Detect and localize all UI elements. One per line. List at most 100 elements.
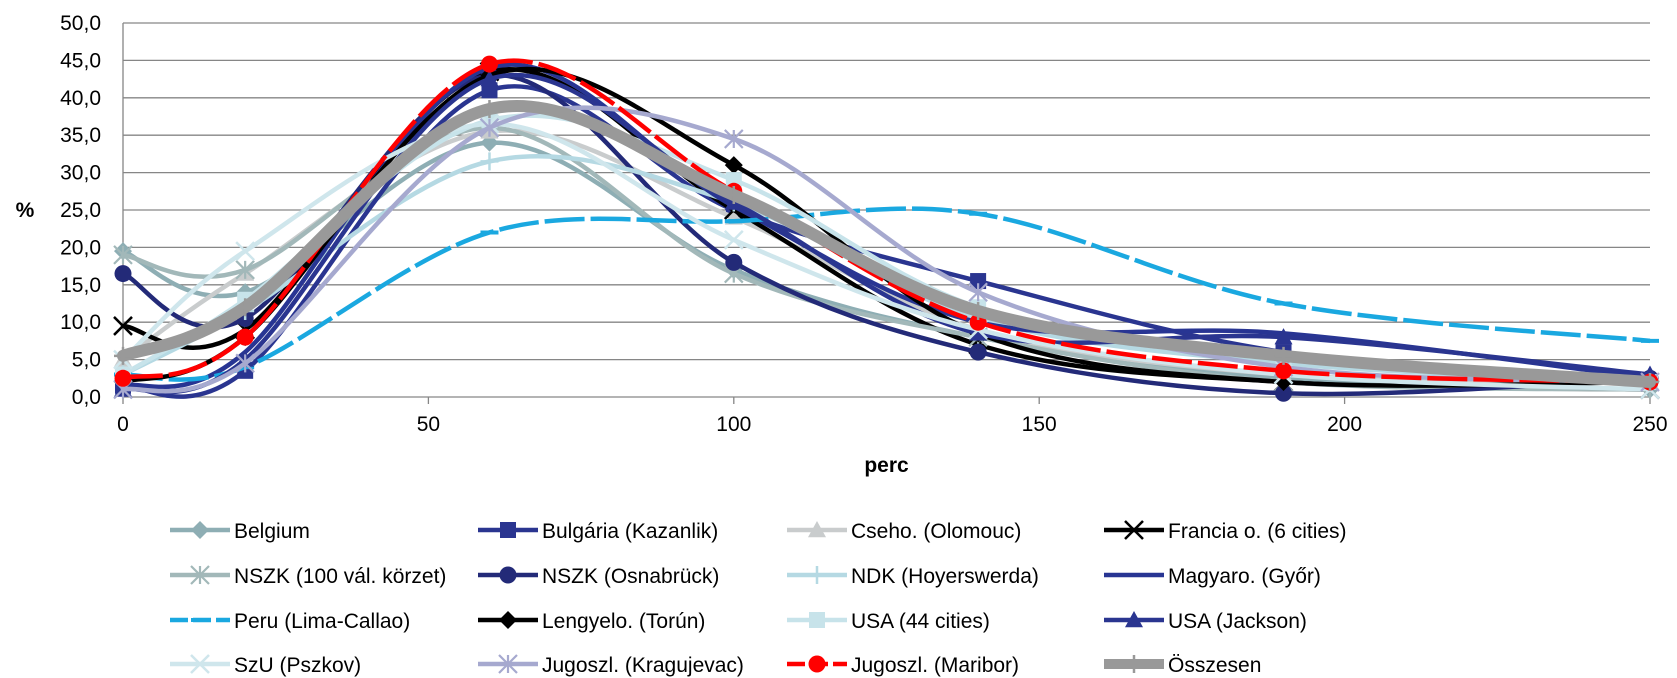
x-tick-label: 150	[1022, 413, 1057, 436]
legend-label: NSZK (Osnabrück)	[542, 565, 719, 588]
data-point	[1274, 346, 1293, 365]
data-point	[113, 316, 133, 336]
data-point	[114, 369, 132, 387]
legend-label: Összesen	[1168, 654, 1261, 677]
y-tick-label: 10,0	[60, 311, 101, 334]
legend-label: Magyaro. (Győr)	[1168, 565, 1321, 588]
series-line	[117, 99, 1656, 389]
y-tick-label: 0,0	[72, 386, 101, 409]
data-point	[114, 346, 132, 365]
y-tick-label: 45,0	[60, 49, 101, 72]
data-point	[968, 282, 988, 303]
legend-item: Peru (Lima-Callao)	[170, 610, 410, 633]
legend-item: Jugoszl. (Maribor)	[787, 654, 1019, 677]
data-point	[114, 265, 132, 283]
axes: perc % 0,0 5,0 10,0 15,0 20,0 25,0 30,0 35,0 40,…	[16, 12, 1668, 477]
legend-item: NSZK (100 vál. körzet)	[170, 565, 446, 588]
x-tick-label: 0	[117, 413, 129, 436]
legend-label: NDK (Hoyerswerda)	[851, 565, 1039, 588]
legend-marker	[500, 522, 516, 538]
legend-label: SzU (Pszkov)	[234, 654, 361, 677]
x-tick-label: 100	[716, 413, 751, 436]
legend-label: Jugoszl. (Maribor)	[851, 654, 1019, 677]
data-point	[1275, 384, 1293, 402]
legend-item: USA (Jackson)	[1104, 610, 1307, 633]
legend-marker	[190, 654, 210, 674]
legend-label: Jugoszl. (Kragujevac)	[542, 654, 744, 677]
legend-marker	[498, 654, 518, 674]
data-point	[724, 129, 744, 149]
legend-item: Belgium	[170, 520, 310, 543]
legend-label: Lengyelo. (Torún)	[542, 610, 705, 633]
series-13	[113, 105, 1660, 400]
legend-label: Belgium	[234, 520, 310, 543]
legend-label: Bulgária (Kazanlik)	[542, 520, 718, 543]
data-point	[480, 152, 499, 171]
data-point	[969, 343, 987, 361]
data-point	[725, 253, 743, 271]
y-tick-label: 50,0	[60, 12, 101, 35]
legend-marker	[1125, 655, 1143, 673]
data-point	[1641, 373, 1659, 392]
data-point	[1275, 362, 1293, 380]
legend-item: USA (44 cities)	[787, 610, 990, 633]
data-point	[724, 156, 743, 175]
series-line	[120, 121, 1653, 392]
x-tick-label: 50	[417, 413, 440, 436]
data-point	[113, 245, 133, 265]
series-7	[120, 62, 1653, 390]
legend-item: Magyaro. (Győr)	[1104, 565, 1321, 588]
legend-marker	[499, 566, 517, 584]
data-point	[969, 301, 988, 320]
legend-item: Cseho. (Olomouc)	[787, 520, 1021, 543]
y-tick-label: 15,0	[60, 274, 101, 297]
legend-marker	[808, 521, 826, 538]
data-point	[723, 230, 744, 250]
legend-item: Lengyelo. (Torún)	[478, 610, 705, 633]
legend-label: Cseho. (Olomouc)	[851, 520, 1021, 543]
data-point	[235, 241, 256, 262]
legend-item: Bulgária (Kazanlik)	[478, 520, 718, 543]
legend-marker	[499, 611, 517, 629]
y-tick-label: 25,0	[60, 199, 101, 222]
data-point	[481, 82, 498, 99]
x-tick-label: 250	[1632, 413, 1667, 436]
data-point	[1274, 328, 1293, 345]
legend-label: Francia o. (6 cities)	[1168, 520, 1347, 543]
data-point	[479, 117, 500, 138]
y-tick-label: 40,0	[60, 87, 101, 110]
data-point	[970, 273, 987, 290]
legend-item: Francia o. (6 cities)	[1104, 520, 1347, 543]
data-point	[235, 353, 255, 374]
data-point	[236, 298, 255, 317]
legend-label: Peru (Lima-Callao)	[234, 610, 410, 633]
series-layer	[113, 55, 1660, 402]
series-11	[114, 70, 1659, 397]
y-tick-label: 35,0	[60, 124, 101, 147]
data-point	[236, 328, 254, 346]
data-point	[480, 100, 499, 119]
y-axis-title: %	[16, 199, 35, 222]
legend-marker	[808, 566, 826, 584]
legend-label: USA (44 cities)	[851, 610, 990, 633]
series-line	[120, 72, 1653, 395]
series-15	[114, 99, 1659, 392]
legend-marker	[1125, 611, 1143, 628]
legend-item: Jugoszl. (Kragujevac)	[478, 654, 744, 677]
series-line	[120, 66, 1653, 388]
x-axis-title: perc	[864, 454, 909, 477]
legend-marker	[190, 565, 210, 585]
data-point	[969, 324, 988, 341]
legend-item: NDK (Hoyerswerda)	[787, 565, 1039, 588]
legend-marker	[809, 612, 825, 628]
y-tick-label: 30,0	[60, 162, 101, 185]
legend-marker	[191, 521, 209, 539]
legend-marker	[1124, 520, 1144, 540]
x-tick-label: 200	[1327, 413, 1362, 436]
legend-item: NSZK (Osnabrück)	[478, 565, 719, 588]
series-line	[120, 105, 1653, 394]
series-line	[120, 62, 1653, 390]
legend-item: SzU (Pszkov)	[170, 654, 361, 677]
legend-marker	[808, 655, 826, 673]
